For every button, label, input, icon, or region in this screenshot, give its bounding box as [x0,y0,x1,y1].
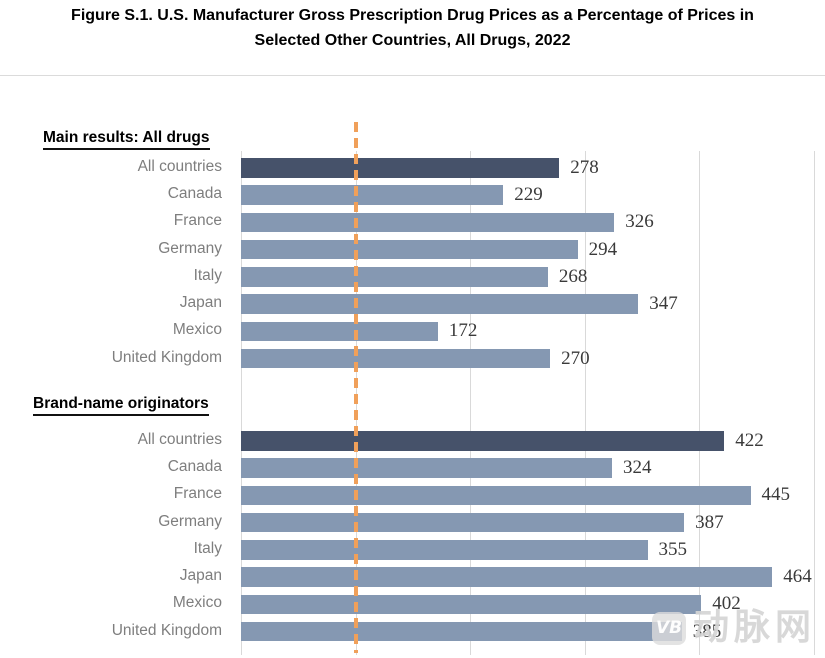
value-label: 422 [735,429,764,451]
category-label: Italy [193,539,222,557]
category-label: Japan [179,294,222,311]
category-label: Germany [158,239,222,257]
value-label: 268 [558,265,588,287]
category-label: Germany [158,512,222,530]
value-label: 402 [712,593,741,615]
value-label: 278 [570,156,599,178]
gridline-x-500 [813,151,815,655]
bar [241,567,773,587]
value-label: 355 [658,538,688,560]
bar [241,158,560,178]
category-label: Italy [193,266,222,284]
bar [241,294,639,314]
value-label: 445 [761,484,791,506]
bar [241,512,685,533]
group-header-2: Brand-name originators [33,395,209,416]
category-label: France [173,212,222,230]
bar [241,267,548,287]
y-axis-line [241,151,242,655]
bar [241,485,751,505]
value-label: 270 [561,347,590,369]
value-label: 229 [514,184,543,205]
group-header-1: Main results: All drugs [43,129,210,150]
category-label: Mexico [172,594,222,612]
gridline-x-200 [470,151,471,655]
value-label: 347 [649,293,678,314]
value-label: 387 [695,511,724,533]
bar [241,431,725,451]
value-label: 385 [692,620,722,642]
group-header-text: Main results: All drugs [43,129,210,150]
gridline-x-300 [584,151,586,655]
category-label: United Kingdom [111,621,222,639]
title-divider [0,75,825,76]
category-label: France [173,485,222,503]
value-label: 324 [623,457,652,478]
figure-title-line2: Selected Other Countries, All Drugs, 202… [254,32,571,49]
figure-title-line1: Figure S.1. U.S. Manufacturer Gross Pres… [71,7,754,24]
group-header-text: Brand-name originators [33,395,209,416]
category-label: Japan [179,567,222,584]
bar [241,212,615,232]
bar [241,621,682,642]
bar [241,321,438,341]
reference-line-100pct [353,122,358,653]
value-label: 294 [588,238,618,260]
bar [241,185,504,205]
figure-title: Figure S.1. U.S. Manufacturer Gross Pres… [0,3,825,53]
category-label: Canada [167,185,222,202]
bar [241,239,578,260]
category-label: United Kingdom [111,348,222,366]
bar [241,348,551,369]
bar [241,540,648,560]
bar [241,594,702,614]
category-label: Mexico [172,321,222,339]
value-label: 172 [448,320,478,342]
bar [241,458,612,478]
value-label: 464 [783,566,812,587]
category-label: All countries [137,430,222,448]
category-label: Canada [167,458,222,475]
category-label: All countries [137,157,222,175]
value-label: 326 [625,211,654,233]
gridline-x-400 [699,151,700,655]
